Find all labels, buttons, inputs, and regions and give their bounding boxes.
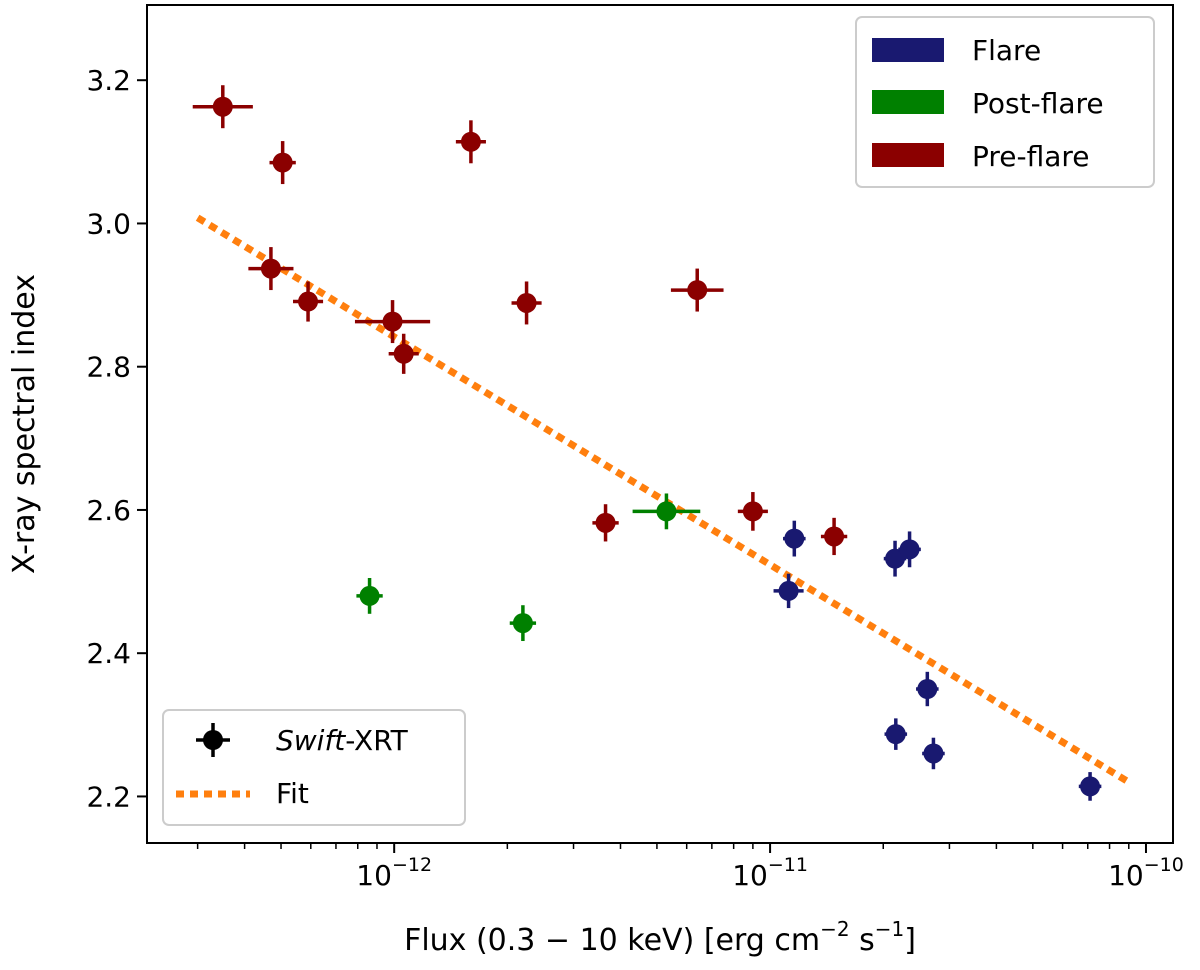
data-point-flare bbox=[923, 743, 944, 764]
data-point-pre-flare bbox=[212, 96, 233, 117]
y-tick-label: 2.6 bbox=[86, 494, 131, 527]
data-point-post-flare bbox=[512, 613, 533, 634]
legend-label-pre-flare: Pre-flare bbox=[972, 140, 1090, 173]
y-axis-label: X-ray spectral index bbox=[7, 274, 42, 574]
data-point-pre-flare bbox=[382, 311, 403, 332]
x-tick-label: 10−10 bbox=[1108, 854, 1184, 892]
data-point-flare bbox=[917, 679, 938, 700]
plot-frame bbox=[146, 4, 1174, 844]
data-point-pre-flare bbox=[824, 526, 845, 547]
y-tick-label: 3.0 bbox=[86, 207, 131, 240]
legend-label-post-flare: Post-flare bbox=[972, 87, 1104, 120]
data-point-pre-flare bbox=[460, 131, 481, 152]
legend-label-flare: Flare bbox=[972, 34, 1041, 67]
data-point-pre-flare bbox=[595, 512, 616, 533]
data-point-pre-flare bbox=[516, 292, 537, 313]
legend-swatch-flare bbox=[872, 38, 944, 62]
x-tick-label: 10−11 bbox=[732, 854, 808, 892]
y-tick-label: 2.8 bbox=[86, 351, 131, 384]
fit-line bbox=[195, 214, 1131, 786]
marker-legend: Swift-XRT Fit bbox=[162, 709, 466, 826]
y-tick-label: 3.2 bbox=[86, 64, 131, 97]
data-point-flare bbox=[885, 724, 906, 745]
data-point-flare bbox=[885, 548, 906, 569]
group-legend: Flare Post-flare Pre-flare bbox=[855, 16, 1155, 188]
data-point-post-flare bbox=[359, 585, 380, 606]
y-tick-label: 2.2 bbox=[86, 780, 131, 813]
data-point-post-flare bbox=[656, 501, 677, 522]
data-point-pre-flare bbox=[298, 291, 319, 312]
data-point-flare bbox=[784, 528, 805, 549]
legend-label-fit: Fit bbox=[276, 777, 309, 810]
legend-swatch-post-flare bbox=[872, 90, 944, 114]
data-point-flare bbox=[778, 580, 799, 601]
data-point-flare bbox=[1080, 776, 1101, 797]
data-point-pre-flare bbox=[687, 280, 708, 301]
x-tick-label: 10−12 bbox=[356, 854, 432, 892]
data-point-pre-flare bbox=[272, 152, 293, 173]
data-point-pre-flare bbox=[742, 501, 763, 522]
legend-swatch-pre-flare bbox=[872, 143, 944, 167]
data-point-pre-flare bbox=[260, 258, 281, 279]
data-point-flare bbox=[899, 539, 920, 560]
legend-label-swift-xrt: Swift-XRT bbox=[276, 724, 409, 757]
y-tick-label: 2.4 bbox=[86, 637, 131, 670]
legend-marker-swift-xrt bbox=[203, 730, 223, 750]
x-axis-label: Flux (0.3 − 10 keV) [erg cm−2 s−1] bbox=[404, 917, 916, 958]
data-point-pre-flare bbox=[393, 343, 414, 364]
